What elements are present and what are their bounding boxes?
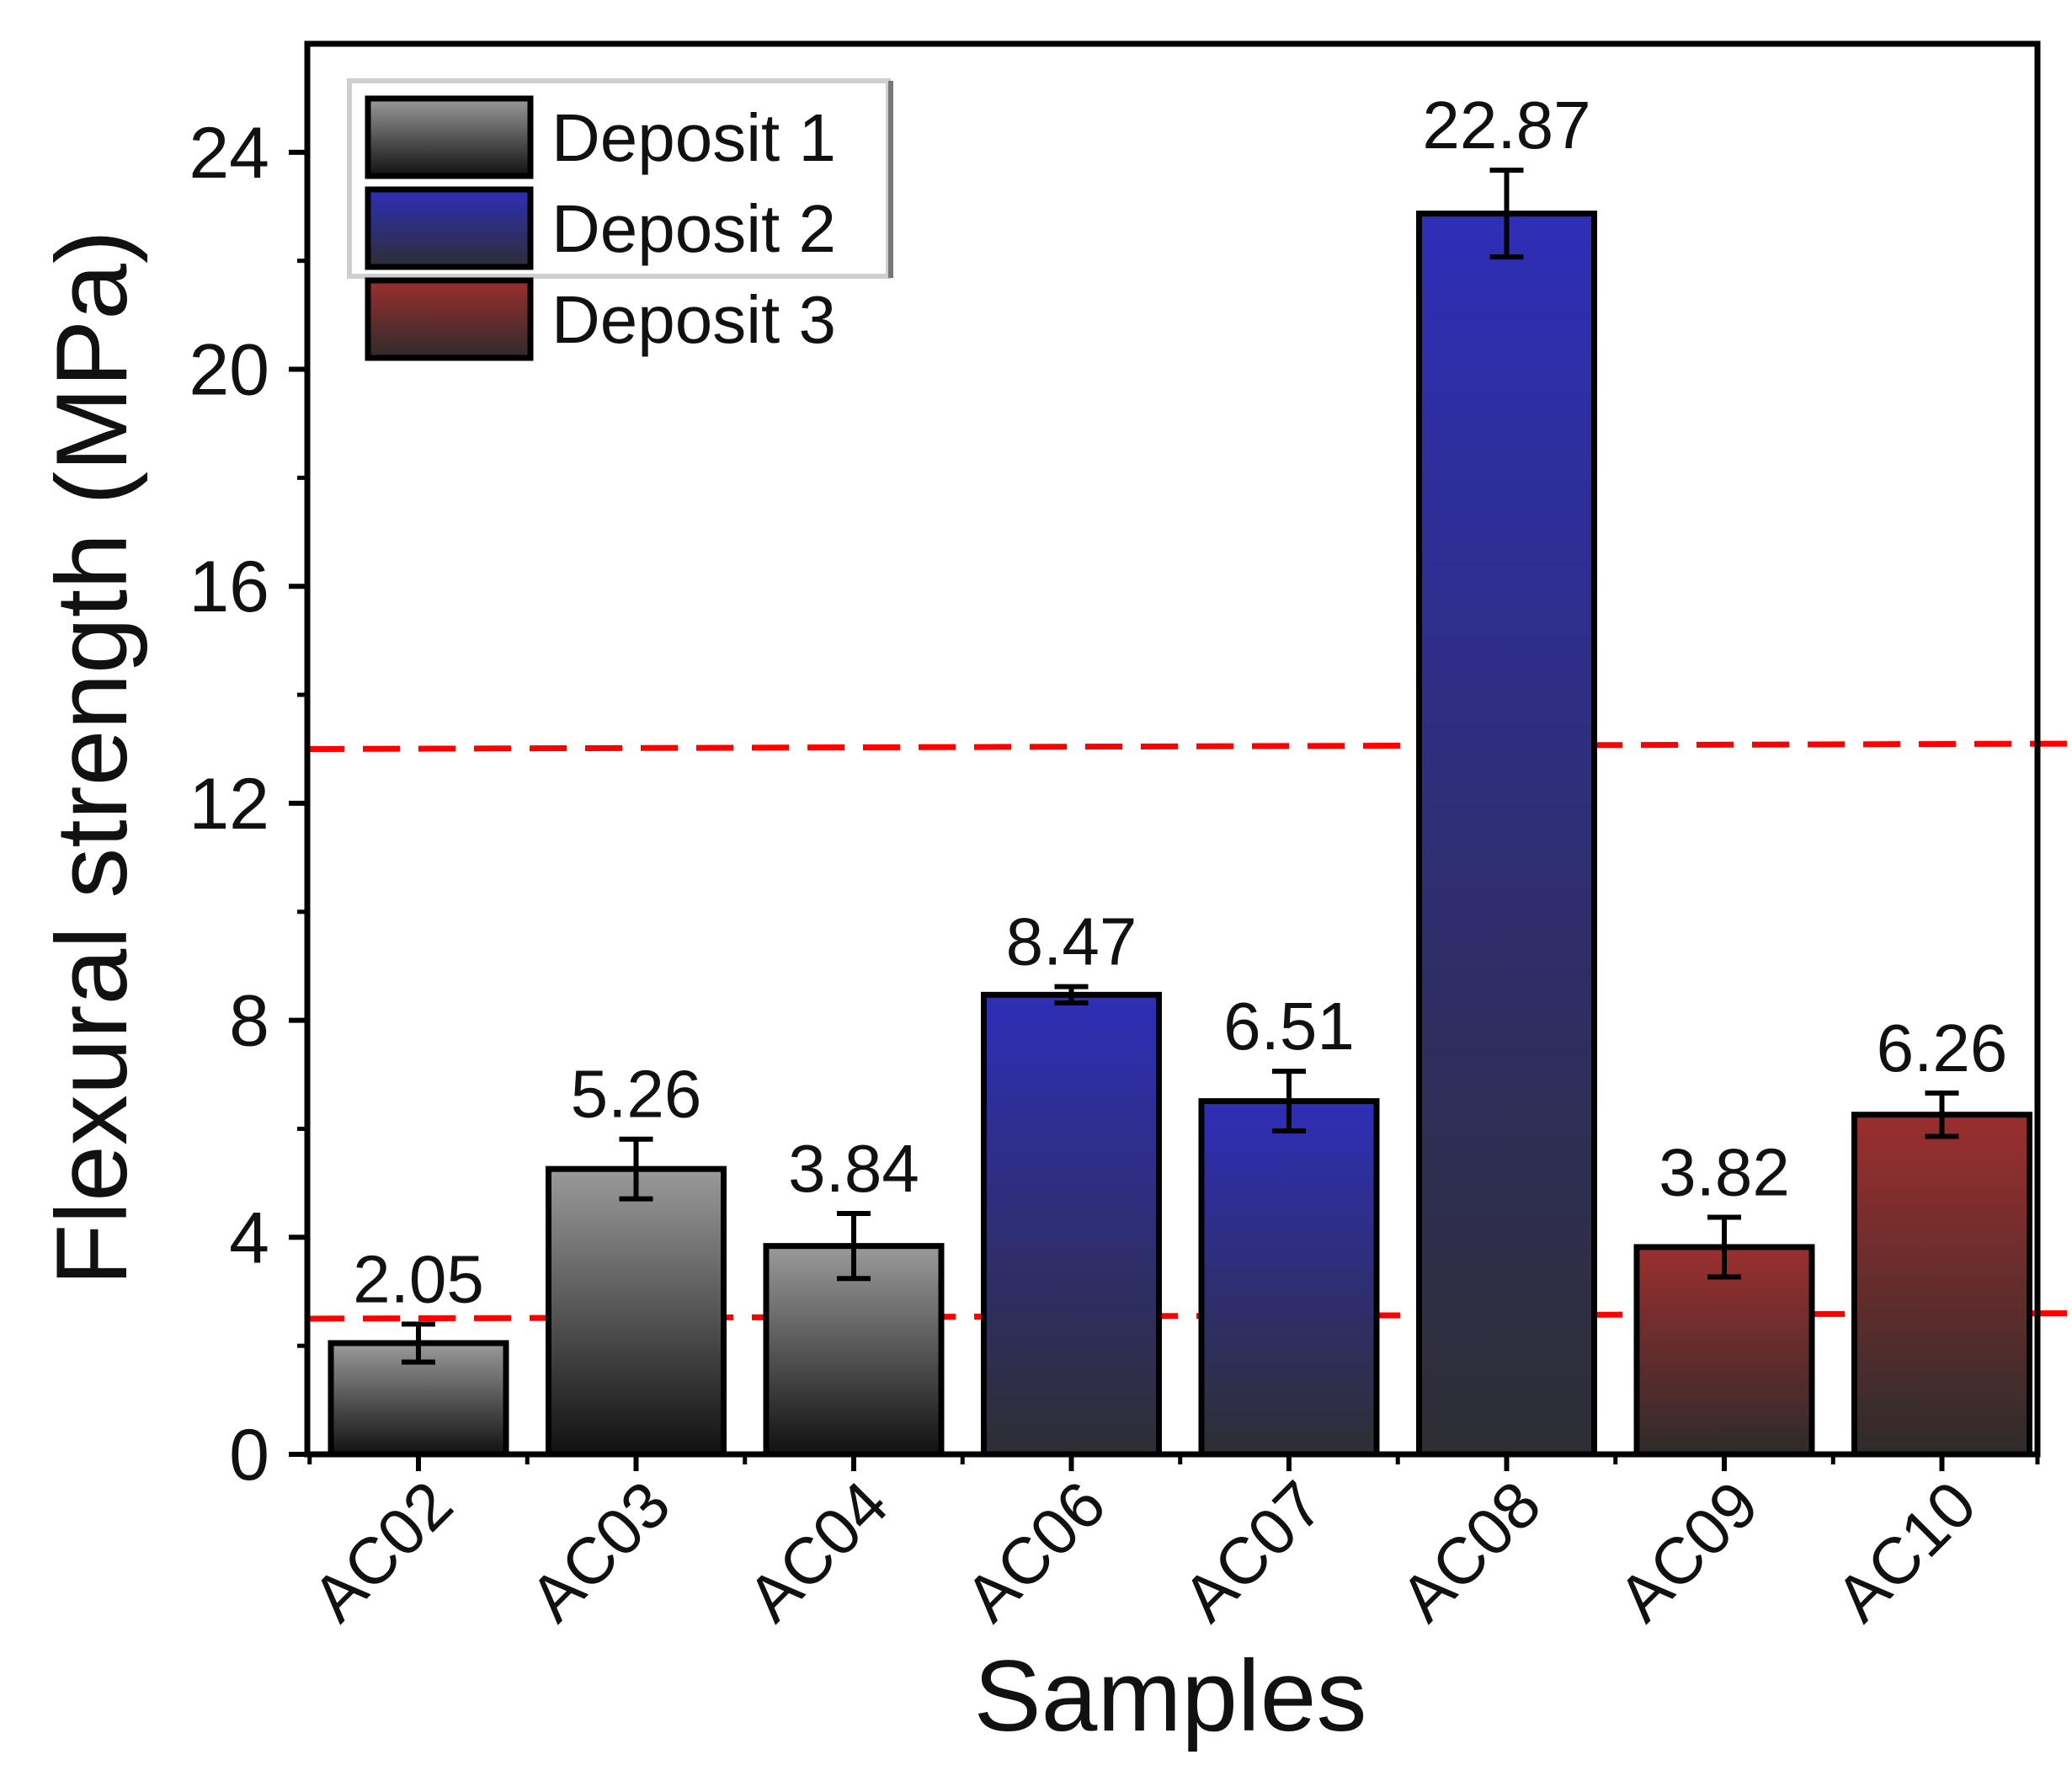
data-labels: 2.05 5.26 3.84 8.47 6.51 22.87 3.82 6.26 [353, 88, 2007, 1316]
error-bar-ac08 [1489, 168, 1524, 260]
data-label-ac03: 5.26 [571, 1057, 702, 1132]
bar-ac03 [546, 1165, 727, 1458]
x-tick-label-ac07: AC07 [1169, 1467, 1337, 1635]
y-tick-label: 0 [229, 1415, 269, 1496]
bar-ac06 [981, 991, 1162, 1458]
legend-label-deposit-3: Deposit 3 [551, 282, 836, 357]
x-axis-title: Samples [974, 1640, 1367, 1752]
data-label-ac07: 6.51 [1223, 989, 1355, 1064]
error-bar-ac03 [619, 1136, 653, 1202]
error-bars [402, 168, 1959, 1365]
reference-line-1 [306, 740, 2072, 752]
error-bar-ac07 [1272, 1069, 1306, 1134]
data-label-ac06: 8.47 [1006, 904, 1137, 979]
data-label-ac10: 6.26 [1877, 1011, 2008, 1085]
x-axis: AC02 AC03 AC04 AC06 AC07 AC08 AC09 AC10 [298, 1454, 2040, 1635]
legend-swatch-deposit-3 [365, 277, 534, 361]
error-bar-ac02 [402, 1321, 435, 1365]
bars [328, 211, 2032, 1458]
data-label-ac04: 3.84 [788, 1131, 919, 1206]
bar-ac10 [1851, 1112, 2032, 1458]
y-tick-label: 24 [189, 113, 269, 194]
y-tick-label: 4 [229, 1197, 269, 1278]
x-tick-label-ac08: AC08 [1386, 1467, 1554, 1635]
x-tick-label-ac03: AC03 [515, 1467, 684, 1635]
bar-ac07 [1198, 1098, 1380, 1458]
data-label-ac02: 2.05 [353, 1241, 484, 1316]
x-tick-label-ac06: AC06 [951, 1467, 1119, 1635]
x-tick-label-ac09: AC09 [1604, 1467, 1772, 1635]
plot-frame [304, 40, 2041, 1458]
y-tick-label: 20 [189, 330, 269, 411]
y-tick-label: 16 [189, 547, 269, 627]
y-axis: 0 4 8 12 16 20 24 [189, 113, 307, 1496]
x-tick-label-ac10: AC10 [1821, 1467, 1989, 1635]
legend-swatch-deposit-1 [365, 95, 534, 179]
legend-swatch-deposit-2 [365, 186, 534, 270]
x-tick-label-ac04: AC04 [733, 1467, 902, 1635]
y-tick-label: 12 [189, 764, 269, 845]
bar-ac08 [1416, 211, 1597, 1458]
error-bar-ac04 [837, 1210, 871, 1282]
data-label-ac09: 3.82 [1659, 1134, 1790, 1209]
error-bar-ac09 [1707, 1214, 1741, 1280]
data-label-ac08: 22.87 [1422, 88, 1590, 163]
error-bar-ac06 [1054, 984, 1089, 1005]
legend-label-deposit-1: Deposit 1 [551, 100, 836, 175]
legend: Deposit 1 Deposit 2 Deposit 3 [347, 78, 893, 361]
legend-label-deposit-2: Deposit 2 [551, 191, 836, 266]
x-tick-label-ac02: AC02 [298, 1467, 466, 1635]
error-bar-ac10 [1925, 1090, 1959, 1139]
y-axis-title: Flexural strength (MPa) [35, 230, 148, 1286]
y-tick-label: 8 [229, 981, 269, 1062]
